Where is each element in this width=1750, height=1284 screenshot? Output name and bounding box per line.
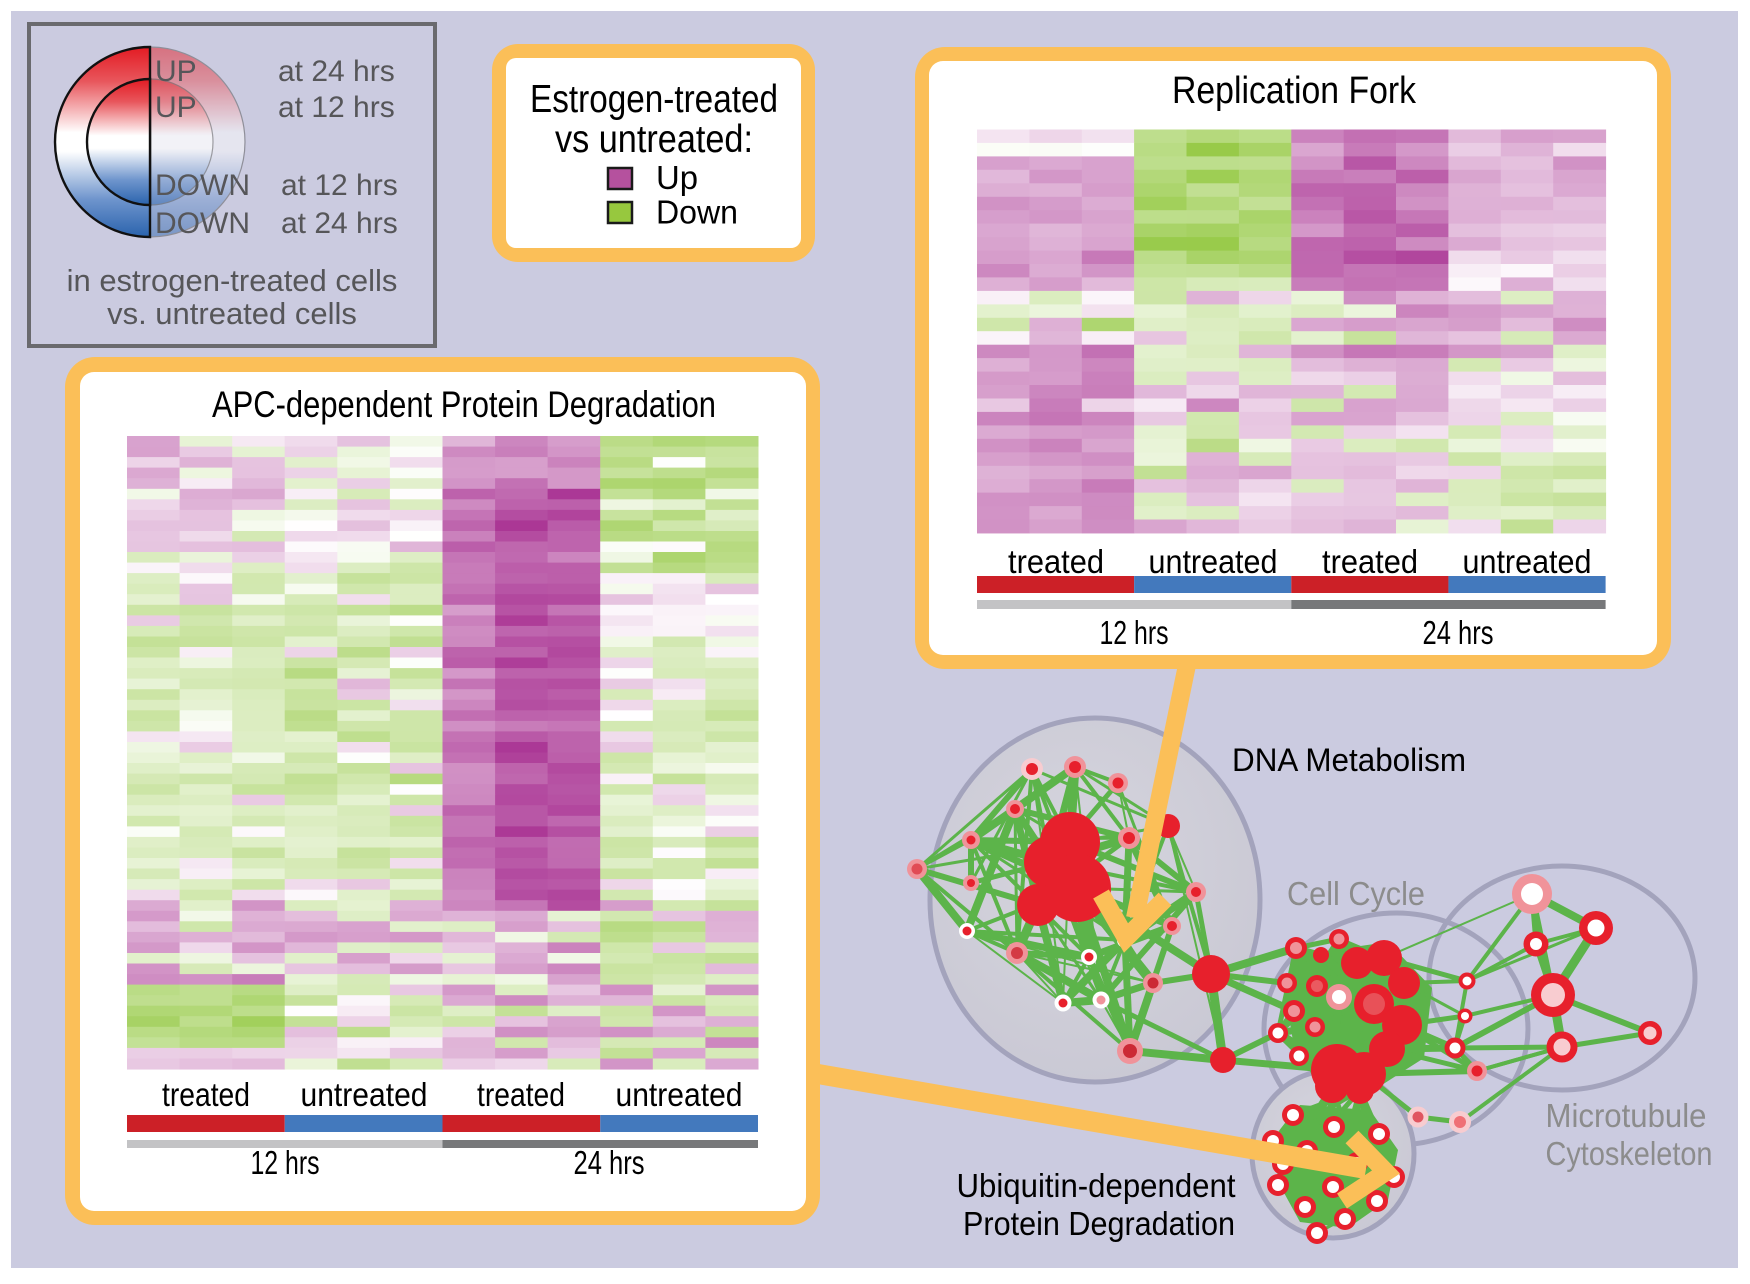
svg-text:treated: treated bbox=[1008, 543, 1104, 580]
svg-text:treated: treated bbox=[477, 1076, 565, 1113]
svg-text:treated: treated bbox=[1322, 543, 1418, 580]
svg-text:DNA Metabolism: DNA Metabolism bbox=[1232, 742, 1466, 778]
svg-text:vs untreated:: vs untreated: bbox=[555, 118, 753, 161]
svg-text:untreated: untreated bbox=[616, 1076, 743, 1113]
svg-text:Down: Down bbox=[656, 194, 738, 231]
svg-text:vs. untreated cells: vs. untreated cells bbox=[107, 296, 357, 331]
svg-text:at 24 hrs: at 24 hrs bbox=[281, 207, 398, 240]
svg-text:24 hrs: 24 hrs bbox=[574, 1144, 645, 1181]
svg-text:12 hrs: 12 hrs bbox=[251, 1144, 320, 1181]
svg-text:Cytoskeleton: Cytoskeleton bbox=[1546, 1135, 1713, 1172]
svg-text:Up: Up bbox=[656, 159, 698, 196]
svg-text:UP: UP bbox=[155, 91, 197, 124]
svg-text:Replication Fork: Replication Fork bbox=[1172, 70, 1417, 112]
svg-text:Cell Cycle: Cell Cycle bbox=[1287, 875, 1425, 912]
svg-text:treated: treated bbox=[162, 1076, 250, 1113]
svg-text:Protein Degradation: Protein Degradation bbox=[963, 1205, 1235, 1242]
svg-text:12 hrs: 12 hrs bbox=[1100, 614, 1169, 651]
svg-text:untreated: untreated bbox=[1463, 543, 1592, 580]
svg-text:untreated: untreated bbox=[301, 1076, 428, 1113]
svg-text:in estrogen-treated cells: in estrogen-treated cells bbox=[67, 263, 398, 298]
svg-text:DOWN: DOWN bbox=[155, 169, 250, 202]
svg-text:Ubiquitin-dependent: Ubiquitin-dependent bbox=[957, 1167, 1236, 1204]
svg-text:Microtubule: Microtubule bbox=[1546, 1097, 1707, 1134]
svg-text:at 24 hrs: at 24 hrs bbox=[278, 55, 395, 88]
svg-text:UP: UP bbox=[155, 55, 197, 88]
svg-text:untreated: untreated bbox=[1149, 543, 1278, 580]
svg-text:at 12 hrs: at 12 hrs bbox=[278, 91, 395, 124]
svg-text:24 hrs: 24 hrs bbox=[1423, 614, 1494, 651]
svg-text:DOWN: DOWN bbox=[155, 207, 250, 240]
svg-text:at 12 hrs: at 12 hrs bbox=[281, 169, 398, 202]
svg-text:APC-dependent Protein Degradat: APC-dependent Protein Degradation bbox=[212, 384, 716, 425]
svg-text:Estrogen-treated: Estrogen-treated bbox=[530, 78, 778, 121]
